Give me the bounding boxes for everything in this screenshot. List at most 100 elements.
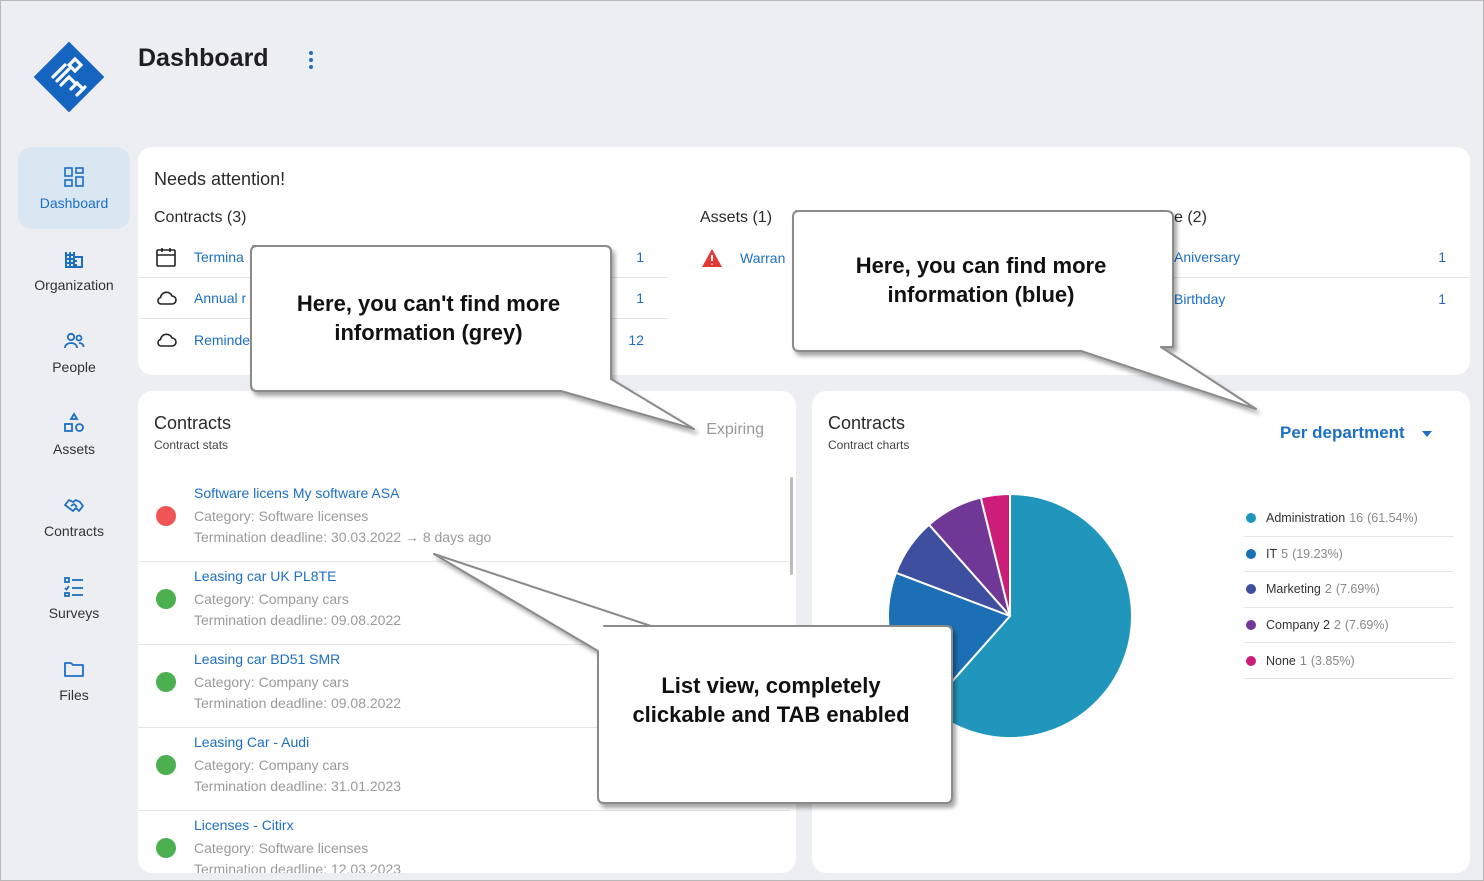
- attention-row-label[interactable]: Aniversary: [1174, 249, 1241, 265]
- sidebar-item-label: Surveys: [48, 605, 100, 621]
- legend-swatch: [1246, 655, 1256, 666]
- pie-slice-none[interactable]: [979, 492, 1011, 617]
- assets-icon: [64, 412, 84, 432]
- sidebar-item-assets[interactable]: Assets: [18, 393, 130, 475]
- legend-value: 2: [1333, 618, 1341, 633]
- company-logo: [33, 41, 105, 113]
- sidebar-item-surveys[interactable]: Surveys: [18, 557, 130, 639]
- list-item-deadline: Termination deadline: 12.03.2023: [194, 861, 402, 873]
- attention-row-label[interactable]: Termina: [194, 249, 244, 265]
- legend-name: Administration: [1266, 511, 1346, 526]
- sidebar-item-dashboard[interactable]: Dashboard: [18, 147, 130, 229]
- folder-icon: [64, 662, 84, 677]
- sidebar-item-files[interactable]: Files: [18, 639, 130, 721]
- attention-row-label[interactable]: Annual r: [194, 290, 247, 306]
- calendar-icon: [156, 248, 176, 267]
- list-scrollbar[interactable]: [790, 477, 793, 575]
- list-item-title: Software licens My software ASA: [194, 485, 400, 501]
- pie-slice-administration[interactable]: [927, 492, 1133, 739]
- contracts-chart-title: Contracts: [828, 413, 906, 433]
- per-department-select[interactable]: Per department: [1280, 423, 1405, 442]
- sidebar-item-contracts[interactable]: Contracts: [18, 475, 130, 557]
- attention-row-label[interactable]: Warran: [740, 249, 786, 266]
- list-item-deadline: Termination deadline: 31.01.2023: [194, 778, 402, 794]
- attention-row[interactable]: Warran: [700, 237, 980, 278]
- sidebar-item-label: People: [52, 359, 96, 375]
- contracts-list: Software licens My software ASA Category…: [138, 479, 790, 873]
- callout-list-text: List view, completely clickable and TAB …: [632, 673, 910, 727]
- list-item[interactable]: Leasing car BD51 SMR Category: Company c…: [138, 645, 790, 728]
- sidebar-item-label: Files: [59, 687, 89, 703]
- status-dot: [156, 506, 176, 526]
- attention-row-count[interactable]: 12: [628, 331, 644, 348]
- legend-name: None: [1266, 653, 1296, 668]
- attention-row-count[interactable]: 1: [636, 290, 644, 306]
- list-item[interactable]: Software licens My software ASA Category…: [138, 479, 790, 562]
- list-item-category: Category: Software licenses: [194, 508, 369, 524]
- sidebar: Dashboard Organization People Assets Con…: [18, 147, 130, 721]
- attention-row-label[interactable]: Birthday: [1174, 290, 1226, 307]
- dashboard-icon: [64, 167, 84, 187]
- list-item-deadline: Termination deadline: 30.03.2022 → 8 day…: [194, 529, 492, 545]
- list-item-title: Leasing car UK PL8TE: [194, 568, 337, 584]
- attention-row[interactable]: Birthday 1: [1174, 278, 1470, 319]
- sidebar-item-label: Assets: [52, 441, 95, 457]
- attention-row-count[interactable]: 1: [636, 249, 644, 265]
- list-item[interactable]: Licenses - Citirx Category: Software lic…: [138, 811, 790, 873]
- list-item-title: Leasing Car - Audi: [194, 734, 310, 750]
- status-dot: [156, 589, 176, 609]
- attention-assets-column: Assets (1) Warran: [700, 209, 980, 278]
- sidebar-item-organization[interactable]: Organization: [18, 229, 130, 311]
- legend-swatch: [1246, 548, 1256, 559]
- warning-icon: [702, 248, 722, 267]
- more-options-icon[interactable]: [304, 49, 318, 71]
- contracts-list-card: Contracts Contract stats Expiring Softwa…: [138, 391, 796, 873]
- attention-row-count[interactable]: 1: [1438, 290, 1446, 307]
- chevron-down-icon[interactable]: [1422, 431, 1432, 437]
- sidebar-item-label: Contracts: [44, 523, 104, 539]
- legend-pct: (7.69%): [1335, 582, 1380, 597]
- attention-contracts-title: Contracts (3): [154, 209, 247, 226]
- expiring-filter: Expiring: [706, 421, 764, 438]
- legend-swatch: [1246, 513, 1256, 524]
- page-title: Dashboard: [138, 44, 269, 72]
- legend-value: 1: [1299, 653, 1307, 668]
- legend-item[interactable]: Marketing 2 (7.69%): [1244, 572, 1454, 608]
- attention-people-title: e (2): [1174, 209, 1207, 226]
- status-dot: [156, 672, 176, 692]
- legend-name: Marketing: [1266, 582, 1321, 597]
- legend-swatch: [1246, 620, 1256, 631]
- list-item[interactable]: Leasing Car - Audi Category: Company car…: [138, 728, 790, 811]
- legend-pct: (3.85%): [1310, 653, 1355, 668]
- attention-row[interactable]: Termina 1: [138, 237, 668, 278]
- contracts-list-subtitle: Contract stats: [154, 438, 229, 452]
- attention-row-count[interactable]: 1: [1438, 249, 1446, 265]
- legend-name: Company 2: [1266, 618, 1330, 633]
- list-item-deadline: Termination deadline: 09.08.2022: [194, 612, 402, 628]
- attention-assets-title: Assets (1): [700, 209, 773, 226]
- list-item-category: Category: Company cars: [194, 757, 349, 773]
- sidebar-item-people[interactable]: People: [18, 311, 130, 393]
- status-dot: [156, 755, 176, 775]
- legend-item[interactable]: Company 2 2 (7.69%): [1244, 608, 1454, 644]
- pie-legend: Administration 16 (61.54%) IT 5 (19.23%)…: [1244, 501, 1454, 679]
- attention-row-label[interactable]: Reminde: [194, 331, 251, 348]
- contracts-chart-subtitle: Contract charts: [828, 438, 910, 452]
- legend-item[interactable]: None 1 (3.85%): [1244, 643, 1454, 679]
- callout-grey-text: Here, you can't find more information (g…: [296, 291, 561, 345]
- building-icon: [65, 252, 83, 268]
- list-item-category: Category: Company cars: [194, 674, 349, 690]
- legend-value: 2: [1324, 582, 1332, 597]
- legend-item[interactable]: IT 5 (19.23%): [1244, 537, 1454, 573]
- contracts-chart-card: Contracts Contract charts Per department…: [812, 391, 1470, 873]
- sidebar-item-label: Organization: [34, 277, 114, 293]
- cloud-icon: [157, 333, 177, 347]
- department-pie-chart: [887, 492, 1133, 739]
- attention-row[interactable]: Aniversary 1: [1174, 237, 1470, 278]
- cloud-icon: [157, 291, 177, 305]
- status-dot: [156, 838, 176, 858]
- list-item-deadline: Termination deadline: 09.08.2022: [194, 695, 402, 711]
- list-item[interactable]: Leasing car UK PL8TE Category: Company c…: [138, 562, 790, 645]
- legend-item[interactable]: Administration 16 (61.54%): [1244, 501, 1454, 537]
